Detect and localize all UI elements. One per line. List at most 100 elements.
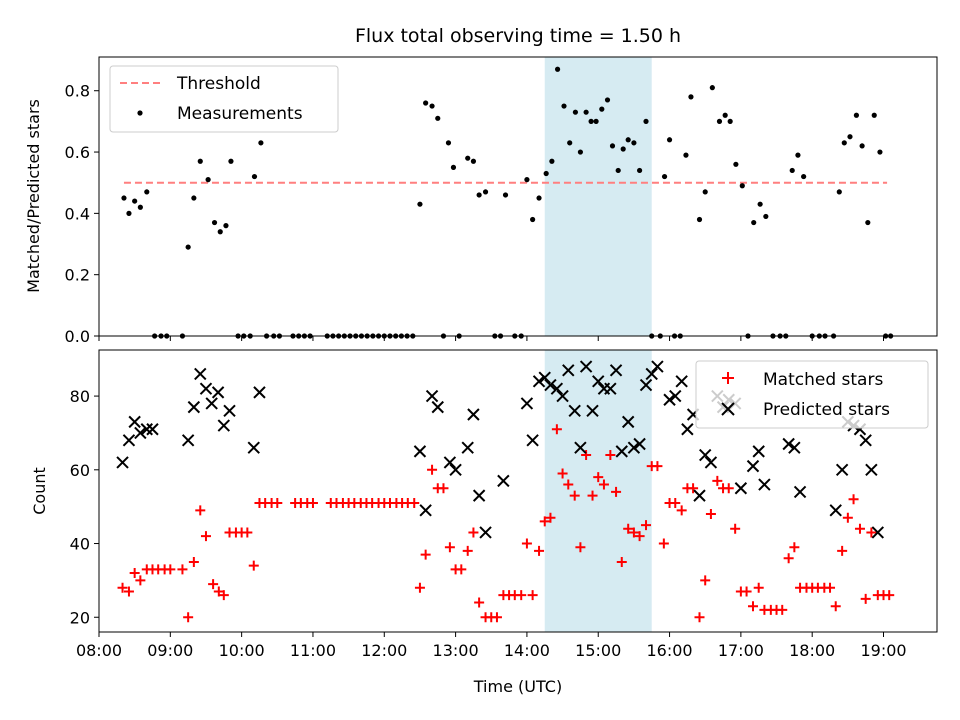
predicted-point	[865, 463, 878, 477]
measurement-point	[636, 167, 643, 174]
predicted-point	[829, 504, 842, 517]
predicted-point	[609, 364, 623, 377]
measurement-point	[549, 158, 555, 164]
x-tick-label: 12:00	[361, 641, 407, 660]
measurement-point	[450, 164, 457, 170]
measurement-point	[853, 112, 860, 118]
predicted-point	[556, 389, 569, 403]
legend-predicted-swatch	[721, 402, 735, 416]
y-tick-label: 0.2	[65, 266, 90, 285]
matched-point	[183, 612, 194, 623]
measurement-point	[599, 106, 605, 112]
measurement-point	[561, 103, 567, 109]
predicted-point	[449, 463, 462, 477]
measurement-point	[435, 115, 441, 121]
measurement-point	[615, 167, 621, 174]
matched-point	[569, 490, 580, 501]
predicted-point	[253, 386, 266, 399]
matched-point	[516, 590, 527, 601]
matched-point	[670, 497, 681, 508]
measurement-point	[251, 173, 258, 180]
matched-point	[545, 512, 556, 523]
measurement-point	[258, 140, 264, 146]
matched-point	[129, 568, 140, 579]
legend-threshold-label: Threshold	[176, 74, 261, 94]
predicted-point	[419, 504, 432, 517]
x-tick-label: 15:00	[575, 641, 621, 660]
top-highlight-span	[544, 57, 652, 336]
matched-point	[427, 464, 438, 475]
matched-point	[694, 612, 705, 623]
matched-point	[747, 601, 758, 612]
measurement-point	[789, 167, 795, 174]
measurement-point	[554, 66, 561, 72]
y-tick-label: 40	[70, 535, 90, 554]
predicted-point	[247, 441, 260, 454]
predicted-point	[199, 382, 213, 395]
matched-point	[420, 549, 431, 560]
matched-point	[837, 545, 848, 556]
predicted-point	[579, 360, 593, 373]
predicted-point	[413, 445, 427, 458]
predicted-point	[467, 408, 480, 421]
predicted-point	[675, 375, 688, 388]
measurement-point	[132, 198, 138, 204]
matched-points	[117, 424, 895, 623]
predicted-point	[746, 459, 760, 473]
predicted-point	[793, 485, 807, 499]
measurement-point	[661, 173, 668, 180]
predicted-point	[627, 441, 641, 454]
matched-point	[534, 545, 545, 556]
predicted-point	[752, 445, 765, 458]
bottom-y-ticks: 20 40 60 80	[70, 387, 99, 627]
legend-measurement-swatch	[137, 110, 143, 116]
matched-point	[587, 490, 598, 501]
matched-point	[409, 497, 420, 508]
matched-point	[242, 527, 253, 538]
predicted-point	[604, 382, 617, 395]
matched-point	[611, 486, 622, 497]
predicted-point	[651, 360, 664, 373]
y-tick-label: 0.8	[65, 82, 90, 101]
predicted-point	[431, 400, 444, 414]
measurement-point	[763, 213, 769, 220]
predicted-point	[146, 423, 159, 436]
matched-point	[688, 483, 699, 494]
measurement-point	[223, 223, 229, 229]
predicted-point	[116, 456, 129, 469]
measurement-point	[572, 109, 579, 115]
measurement-point	[625, 137, 631, 143]
measurement-point	[877, 149, 883, 155]
top-y-axis-label: Matched/Predicted stars	[24, 99, 43, 293]
predicted-point	[562, 364, 575, 377]
predicted-point	[574, 441, 587, 454]
measurement-point	[727, 118, 733, 124]
predicted-point	[544, 378, 557, 392]
measurement-point	[722, 112, 728, 118]
predicted-point	[592, 375, 605, 388]
predicted-point	[639, 378, 653, 392]
legend-predicted-label: Predicted stars	[763, 400, 890, 420]
predicted-point	[443, 456, 457, 469]
predicted-point	[633, 437, 646, 451]
matched-point	[557, 468, 568, 479]
predicted-point	[140, 423, 153, 436]
measurement-point	[795, 152, 801, 158]
x-tick-label: 18:00	[789, 641, 835, 660]
predicted-point	[758, 478, 771, 491]
bottom-y-axis-label: Count	[30, 467, 49, 515]
matched-point	[307, 497, 318, 508]
measurement-point	[593, 118, 599, 124]
matched-point	[605, 450, 616, 461]
x-axis-label: Time (UTC)	[473, 677, 562, 696]
matched-point	[575, 542, 586, 553]
measurement-point	[476, 192, 482, 198]
measurement-point	[185, 244, 191, 250]
measurement-point	[588, 118, 594, 124]
measurement-point	[217, 229, 223, 235]
measurement-point	[609, 143, 616, 149]
x-tick-label: 11:00	[290, 641, 336, 660]
measurement-point	[543, 170, 549, 177]
matched-point	[272, 497, 283, 508]
measurement-point	[465, 155, 471, 161]
